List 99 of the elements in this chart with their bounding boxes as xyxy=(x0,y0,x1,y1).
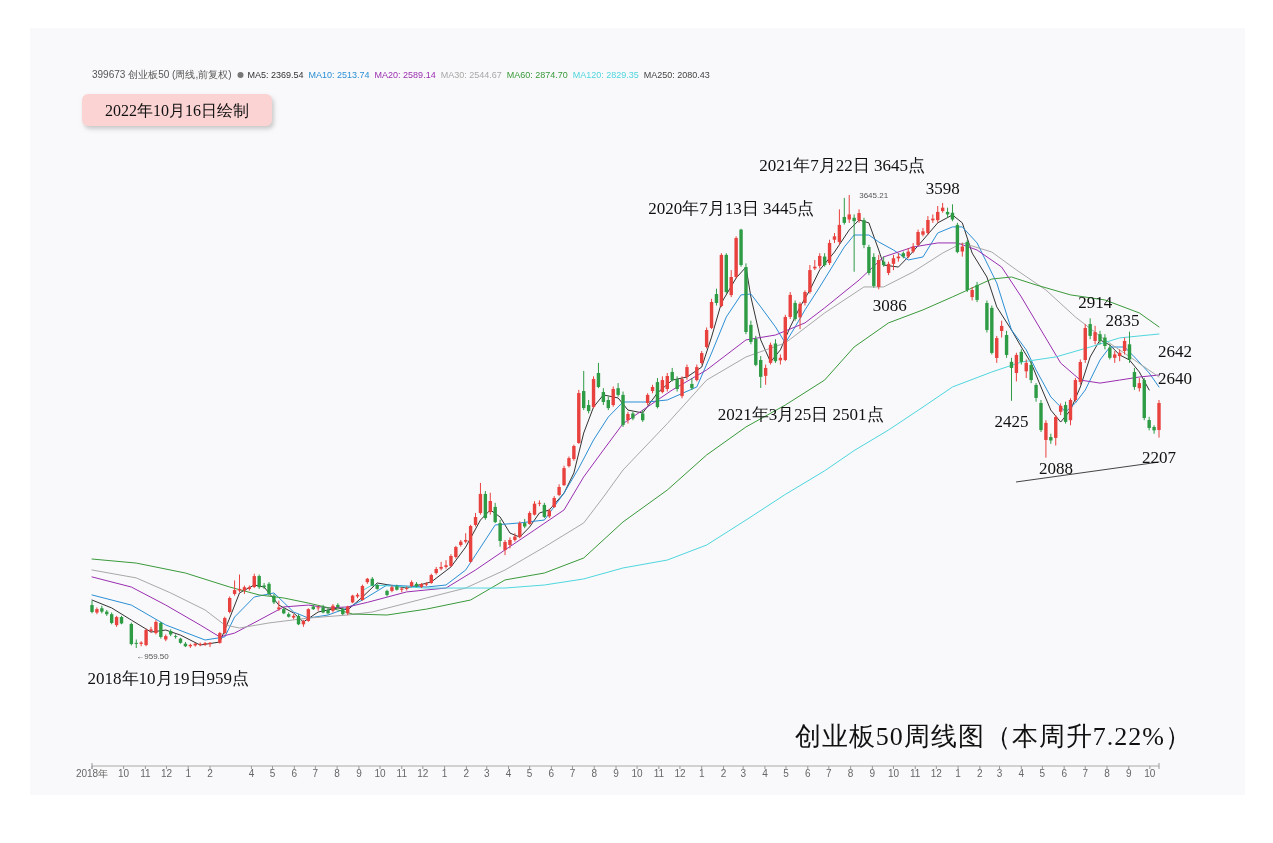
annotation: 2425 xyxy=(994,411,1029,431)
x-tick-label: 4 xyxy=(762,768,769,779)
annotation: 3645.21 xyxy=(859,191,889,200)
candlestick xyxy=(1034,382,1038,403)
candlestick xyxy=(808,264,812,295)
candlestick xyxy=(1093,325,1097,345)
candlestick xyxy=(513,532,517,543)
x-tick-label: 1 xyxy=(698,768,705,779)
candlestick xyxy=(1029,360,1033,384)
annotation: 2640 xyxy=(1158,369,1192,388)
candlestick xyxy=(404,585,409,592)
candlestick xyxy=(793,299,797,322)
x-tick-label: 7 xyxy=(826,768,833,779)
candlestick xyxy=(975,281,979,303)
x-tick-label: 10 xyxy=(118,768,130,779)
annotation: 2020年7月13日 3445点 xyxy=(648,198,814,218)
candlestick xyxy=(798,301,802,330)
annotation: 2642 xyxy=(1158,342,1192,361)
x-tick-label: 2 xyxy=(207,768,214,779)
annotation: 2021年3月25日 2501点 xyxy=(717,404,884,424)
x-tick-label: 8 xyxy=(334,768,341,779)
annotation: 2207 xyxy=(1142,447,1177,467)
candlestick xyxy=(562,465,566,487)
x-tick-label: 8 xyxy=(591,768,598,779)
x-tick-label: 12 xyxy=(674,768,686,779)
x-tick-label: 6 xyxy=(291,768,298,779)
x-tick-label: 3 xyxy=(483,768,490,779)
text: MA20: 2589.14 xyxy=(374,70,436,80)
candlestick xyxy=(498,519,502,548)
x-tick-label: 10 xyxy=(1144,768,1156,779)
x-tick-label: 3 xyxy=(996,768,1003,779)
x-tick-label: 9 xyxy=(356,768,363,779)
x-tick-label: 12 xyxy=(160,768,173,779)
candlestick xyxy=(439,561,443,571)
x-tick-label: 9 xyxy=(1126,768,1133,779)
x-tick-label: 11 xyxy=(653,768,665,779)
x-tick-label: 9 xyxy=(869,768,876,779)
candlestick xyxy=(773,338,778,364)
x-tick-label: 5 xyxy=(269,768,276,779)
annotation: 2018年10月19日959点 xyxy=(87,669,249,688)
x-tick-label: 10 xyxy=(631,768,644,779)
annotation: 2835 xyxy=(1105,310,1140,330)
x-tick-label: 10 xyxy=(374,768,386,779)
annotation: 3598 xyxy=(925,178,960,198)
x-tick-label: 4 xyxy=(1018,768,1025,779)
x-tick-label: 4 xyxy=(505,768,512,779)
x-tick-label: 7 xyxy=(1082,768,1089,779)
candlestick xyxy=(680,375,684,399)
candlestick xyxy=(842,197,847,226)
text: MA5: 2369.54 xyxy=(247,70,304,80)
text: MA60: 2874.70 xyxy=(506,70,568,80)
candlestick xyxy=(173,633,178,640)
x-tick-label: 10 xyxy=(887,768,900,779)
text: 2022年10月16日绘制 xyxy=(105,102,249,119)
candlestick xyxy=(1044,419,1048,459)
candlestick xyxy=(616,382,620,398)
annotation: ←959.50 xyxy=(136,652,170,661)
x-tick-label: 12 xyxy=(417,768,429,779)
x-tick-label: 11 xyxy=(396,768,408,779)
x-tick-label: 3 xyxy=(740,768,747,779)
x-tick-label: 7 xyxy=(569,768,576,779)
annotation: 3086 xyxy=(872,296,907,316)
chart-subtitle: 399673 创业板50 (周线,前复权) xyxy=(92,69,232,80)
x-tick-label: 6 xyxy=(805,768,811,779)
x-tick-label: 1 xyxy=(955,768,962,779)
x-tick-label: 6 xyxy=(548,768,555,779)
x-tick-label: 11 xyxy=(910,768,921,779)
x-tick-label: 2 xyxy=(977,768,984,779)
x-tick-label: 5 xyxy=(526,768,533,779)
x-tick-label: 9 xyxy=(613,768,620,779)
candlestick xyxy=(690,377,694,391)
candlestick xyxy=(626,411,630,425)
annotation: 2914 xyxy=(1078,293,1113,313)
candlestick xyxy=(852,213,856,273)
text: MA10: 2513.74 xyxy=(308,70,370,80)
text: MA250: 2080.43 xyxy=(643,70,710,80)
x-tick-label: 5 xyxy=(1039,768,1046,779)
x-tick-label: 8 xyxy=(1104,768,1111,779)
candlestick xyxy=(95,606,99,615)
x-tick-label: 7 xyxy=(312,768,319,779)
x-tick-label: 2018年 xyxy=(75,768,109,779)
x-tick-label: 2 xyxy=(720,768,727,779)
candlestick xyxy=(493,502,497,524)
annotation: 2088 xyxy=(1038,458,1073,478)
text: MA30: 2544.67 xyxy=(440,70,502,80)
candlestick xyxy=(857,208,861,224)
x-tick-label: 1 xyxy=(441,768,448,779)
x-tick-label: 4 xyxy=(248,768,255,779)
x-tick-label: 11 xyxy=(140,768,152,779)
x-tick-label: 1 xyxy=(185,768,192,779)
x-tick-label: 2 xyxy=(463,768,470,779)
x-tick-label: 5 xyxy=(783,768,790,779)
text: 创业板50周线图（本周升7.22%） xyxy=(794,722,1192,751)
annotation: 2021年7月22日 3645点 xyxy=(759,156,926,175)
candlestick xyxy=(1088,317,1092,340)
x-tick-label: 8 xyxy=(847,768,854,779)
x-tick-label: 12 xyxy=(930,768,943,779)
x-tick-label: 6 xyxy=(1061,768,1068,779)
text: MA120: 2829.35 xyxy=(572,70,639,80)
